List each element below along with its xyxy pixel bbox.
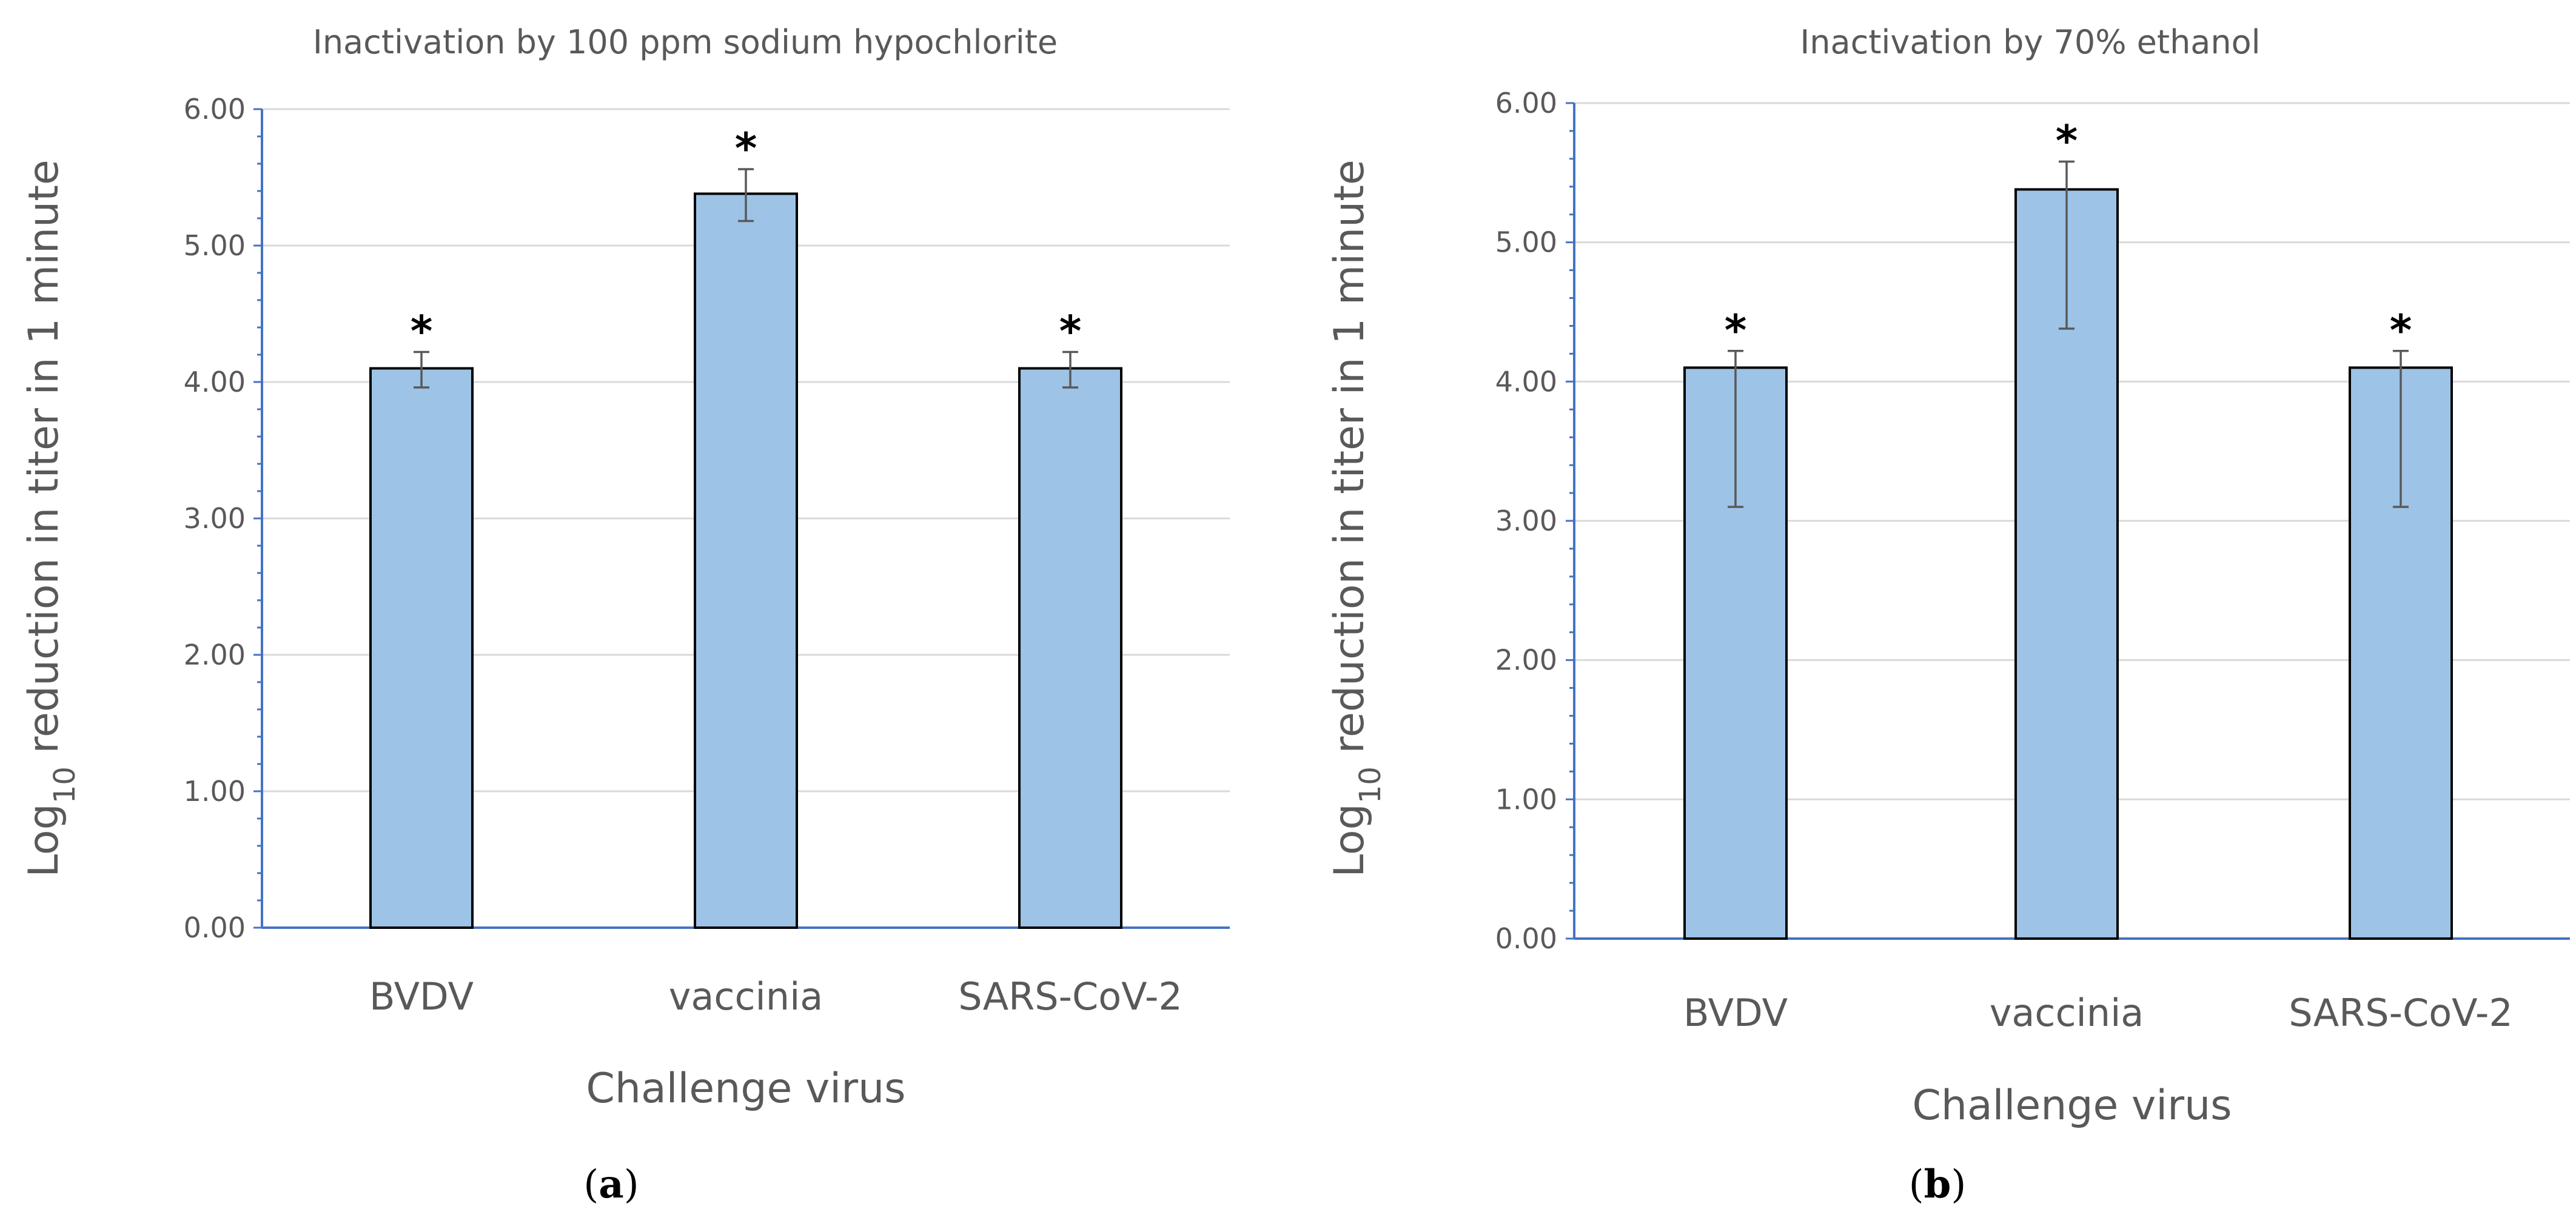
y-tick-label: 1.00	[1495, 783, 1557, 816]
x-category-label: BVDV	[369, 974, 474, 1019]
y-tick-label: 0.00	[1495, 922, 1557, 955]
y-tick-label: 3.00	[1495, 504, 1557, 537]
y-axis-title: Log10 reduction in titer in 1 minute	[1326, 159, 1387, 877]
chart-title: Inactivation by 70% ethanol	[1800, 23, 2260, 61]
bar-bvdv	[369, 367, 474, 929]
y-tick-label: 4.00	[184, 366, 246, 398]
x-category-label: SARS-CoV-2	[958, 974, 1182, 1019]
y-axis-title-rest: reduction in titer in 1 minute	[1326, 159, 1374, 766]
bar-vaccinia	[694, 192, 798, 929]
y-tick-label: 5.00	[184, 229, 246, 262]
y-tick-label: 6.00	[184, 93, 246, 126]
bar-sars-cov-2	[1018, 367, 1122, 929]
panel-label-open: (	[583, 1162, 599, 1207]
x-axis-title: Challenge virus	[586, 1065, 905, 1113]
significance-star: *	[735, 124, 757, 173]
panel-label-close: )	[1951, 1162, 1966, 1207]
y-tick-label: 2.00	[1495, 644, 1557, 677]
y-tick-label: 6.00	[1495, 87, 1557, 119]
chart-title: Inactivation by 100 ppm sodium hypochlor…	[313, 23, 1058, 61]
chart-panel-a: 0.00 1.00 2.00 3.00 4.00 5.00 6.00 * BVDV * vaccin…	[20, 23, 1230, 1207]
y-axis-title-log: Log	[20, 803, 68, 877]
x-category-label: BVDV	[1683, 991, 1788, 1035]
y-axis-title-subscript: 10	[48, 766, 82, 803]
y-tick-label: 0.00	[184, 911, 246, 944]
panel-label: (b)	[1909, 1162, 1967, 1207]
y-tick-label: 3.00	[184, 502, 246, 535]
y-axis-title: Log10 reduction in titer in 1 minute	[20, 159, 82, 877]
panel-label: (a)	[583, 1162, 639, 1207]
y-tick-label: 5.00	[1495, 226, 1557, 259]
x-category-label: SARS-CoV-2	[2289, 991, 2513, 1035]
significance-star: *	[1725, 306, 1747, 355]
significance-star: *	[2056, 116, 2078, 166]
x-axis-title: Challenge virus	[1912, 1082, 2232, 1130]
panel-label-close: )	[624, 1162, 639, 1207]
y-axis-title-rest: reduction in titer in 1 minute	[20, 159, 68, 766]
y-tick-label: 2.00	[184, 638, 246, 671]
y-tick-label: 4.00	[1495, 365, 1557, 398]
panel-label-letter: a	[599, 1162, 623, 1207]
y-axis-title-log: Log	[1326, 803, 1374, 877]
significance-star: *	[1059, 307, 1082, 357]
significance-star: *	[2390, 306, 2412, 355]
significance-star: *	[411, 307, 433, 357]
y-tick-label: 1.00	[184, 775, 246, 808]
x-category-label: vaccinia	[669, 974, 823, 1019]
panel-label-letter: b	[1924, 1162, 1951, 1207]
y-axis-title-subscript: 10	[1353, 766, 1387, 803]
panel-label-open: (	[1909, 1162, 1924, 1207]
x-category-label: vaccinia	[1990, 991, 2144, 1035]
chart-panel-b: 0.00 1.00 2.00 3.00 4.00 5.00 6.00 * BVDV * vaccin…	[1326, 23, 2570, 1207]
